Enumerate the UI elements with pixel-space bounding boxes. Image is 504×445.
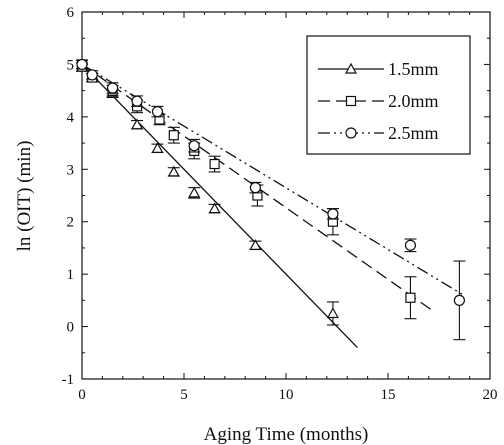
legend: 1.5mm 2.0mm 2.5mm <box>306 35 471 155</box>
fit-line-series-0 <box>81 63 358 348</box>
data-point-triangle <box>188 186 201 198</box>
x-tick-label: 15 <box>381 387 396 403</box>
data-point-circle <box>327 208 339 220</box>
data-point-circle <box>86 69 98 81</box>
x-tick-label: 0 <box>78 387 86 403</box>
data-point-circle <box>151 106 164 118</box>
data-point-circle <box>131 95 143 107</box>
data-point-circle <box>106 82 119 94</box>
legend-label-1-5mm: 1.5mm <box>388 59 439 79</box>
y-tick-label: -1 <box>62 372 75 388</box>
fit-line-series-2 <box>81 63 464 296</box>
legend-marker-square <box>345 95 357 107</box>
x-tick-label: 5 <box>180 387 188 403</box>
y-tick-label: 5 <box>67 57 75 73</box>
y-axis-title: ln (OIT) (min) <box>14 141 35 252</box>
data-point-circle <box>453 294 465 306</box>
data-point-triangle <box>151 142 164 153</box>
x-axis-title: Aging Time (months) <box>204 424 369 445</box>
data-point-circle <box>76 58 88 71</box>
data-point-circle <box>188 140 200 152</box>
x-tick-label: 10 <box>279 387 294 403</box>
data-point-square <box>209 158 220 170</box>
data-point-triangle <box>326 307 339 319</box>
y-tick-label: 4 <box>67 110 75 126</box>
data-point-square <box>168 130 179 141</box>
legend-marker-circle <box>345 127 357 139</box>
legend-marker-circle <box>345 127 357 139</box>
data-point-triangle <box>249 239 262 250</box>
data-point-triangle <box>167 165 180 177</box>
y-tick-label: 1 <box>67 267 75 283</box>
fit-lines <box>81 63 464 348</box>
legend-label-2-0mm: 2.0mm <box>388 91 439 111</box>
data-point-circle <box>249 182 261 194</box>
legend-box <box>306 35 471 155</box>
y-tick-label: 6 <box>67 5 75 21</box>
data-point-square <box>405 292 416 303</box>
data-point-circle <box>404 239 417 251</box>
legend-marker-triangle <box>344 62 358 74</box>
data-point-triangle <box>131 118 144 130</box>
data-point-triangle <box>208 202 221 214</box>
y-tick-label: 0 <box>67 320 75 336</box>
x-tick-label: 20 <box>483 387 498 403</box>
y-tick-label: 3 <box>67 162 75 178</box>
legend-marker-square <box>345 95 357 107</box>
legend-marker-triangle <box>344 62 358 74</box>
y-tick-label: 2 <box>67 215 75 231</box>
legend-label-2-5mm: 2.5mm <box>388 123 439 143</box>
data-points <box>75 58 466 341</box>
